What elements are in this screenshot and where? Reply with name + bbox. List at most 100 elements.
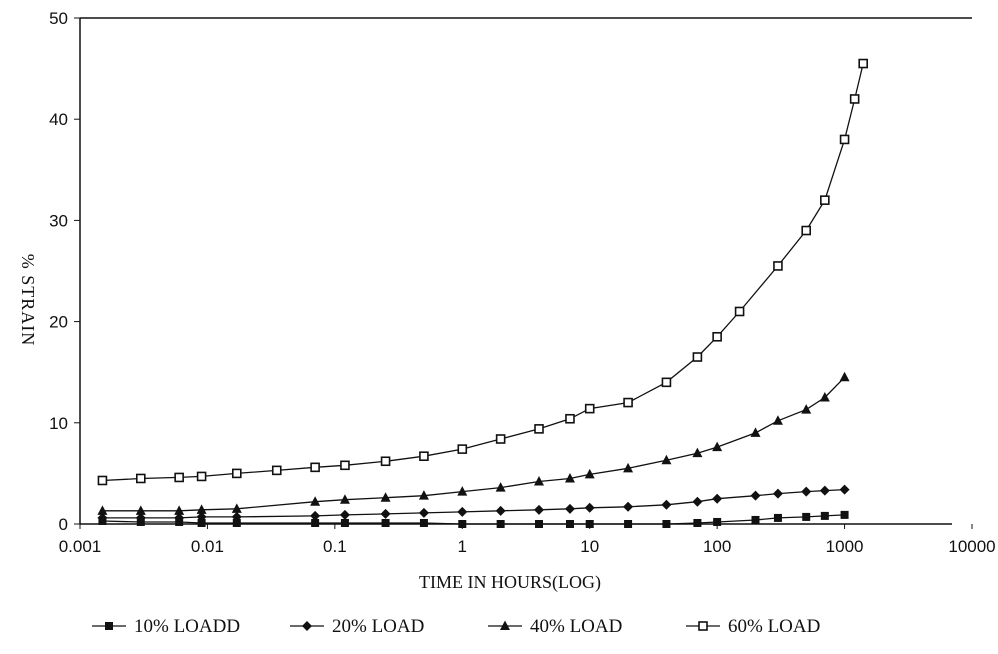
60-load-point [196, 471, 207, 482]
legend-label: 60% LOAD [728, 616, 820, 637]
20-load-point [310, 510, 321, 521]
10-loadd-point [624, 520, 633, 528]
legend: 10% LOADD 20% LOAD 40% LOAD 60% LOAD [92, 616, 820, 637]
60-load-point [801, 225, 812, 236]
y-tick-label: 10 [49, 414, 68, 433]
40-load-point [174, 505, 185, 515]
40-load-point [457, 486, 468, 496]
x-axis-label: TIME IN HOURS(LOG) [419, 572, 601, 593]
60-load-point [661, 377, 672, 388]
20-load-point [196, 511, 207, 522]
60-load-point [340, 460, 350, 471]
legend-item-60-load: 60% LOAD [686, 616, 820, 637]
10-loadd-point [773, 513, 782, 522]
40-load-point [712, 441, 723, 452]
y-tick-label: 0 [59, 515, 68, 534]
10-loadd-point [381, 518, 390, 527]
series-60-load [97, 58, 868, 486]
series-10-loadd [98, 510, 849, 528]
40-load-point [97, 505, 108, 515]
20-load-point [339, 509, 350, 520]
40-load-point [839, 371, 850, 382]
60-load-point [495, 434, 506, 444]
legend-label: 40% LOAD [530, 616, 622, 637]
60-load-point [773, 261, 783, 271]
legend-item-10-loadd: 10% LOADD [92, 616, 240, 637]
20-load-point [97, 512, 108, 523]
10-loadd-point [662, 520, 671, 528]
20-load-point [750, 490, 761, 501]
20-load-point [495, 505, 506, 516]
10-loadd-point [197, 518, 206, 527]
series-20-load [97, 484, 850, 523]
60-load-point [534, 424, 544, 434]
40-load-point [534, 475, 545, 486]
40-load-point [584, 468, 595, 479]
60-load-point [97, 475, 108, 486]
x-tick-label: 1000 [826, 537, 864, 556]
10-loadd-point [751, 515, 760, 524]
40-load-point [495, 482, 506, 492]
40-load-point [564, 472, 575, 483]
40-load-point [231, 503, 242, 513]
series-40-load [97, 371, 850, 515]
20-load-point [772, 488, 783, 499]
x-tick-label: 1 [458, 537, 467, 556]
x-tick-label: 10 [580, 537, 599, 556]
legend-label: 10% LOADD [134, 616, 240, 637]
y-tick-label: 30 [49, 211, 68, 230]
60-load-point [839, 134, 850, 145]
20-load-point [623, 501, 634, 512]
40-load-point [819, 392, 830, 402]
y-tick-label: 40 [49, 110, 68, 129]
series-layer [97, 58, 868, 528]
40-load-point [418, 490, 429, 500]
10-loadd-point [232, 518, 241, 527]
40-load-point [380, 492, 391, 502]
20-load-point [135, 512, 146, 523]
legend-40-load-point [500, 620, 510, 630]
60-load-point [565, 413, 575, 424]
60-load-point [457, 444, 468, 454]
60-load-point [692, 352, 703, 362]
60-load-point [174, 472, 184, 483]
10-loadd-point [458, 520, 467, 528]
60-load-point [310, 462, 320, 473]
10-loadd-point [311, 518, 320, 527]
x-axis-ticks: 0.001 0.01 0.1 1 10 100 1000 10000 [59, 524, 996, 556]
y-tick-label: 50 [49, 9, 68, 28]
10-loadd-point [585, 520, 594, 528]
40-load-point [623, 462, 634, 473]
60-load-point [380, 456, 391, 467]
10-loadd-point [496, 520, 505, 528]
y-tick-label: 20 [49, 313, 68, 332]
10-loadd-point [535, 520, 544, 528]
60-load-point [858, 58, 868, 69]
40-load-point [750, 427, 761, 437]
series-line-60-load [102, 63, 864, 482]
20-load-point [564, 503, 575, 514]
40-load-point [310, 496, 321, 506]
40-load-point [801, 404, 812, 414]
40-load-point [196, 504, 207, 514]
60-load-point [271, 465, 282, 476]
10-loadd-point [840, 510, 849, 519]
20-load-point [819, 485, 830, 496]
y-axis-ticks: 0 10 20 30 40 50 [49, 9, 80, 534]
x-tick-label: 10000 [948, 537, 995, 556]
60-load-point [584, 403, 595, 414]
20-load-point [661, 499, 672, 510]
60-load-point [712, 331, 722, 342]
x-tick-label: 0.1 [323, 537, 347, 556]
60-load-point [849, 94, 860, 104]
legend-10-loadd-point [105, 622, 113, 630]
60-load-point [135, 473, 146, 484]
20-load-point [174, 512, 185, 523]
20-load-point [839, 484, 850, 495]
legend-20-load-point [302, 621, 312, 631]
20-load-point [801, 486, 812, 497]
legend-item-40-load: 40% LOAD [488, 616, 622, 637]
40-load-point [135, 505, 146, 515]
60-load-point [820, 195, 830, 205]
